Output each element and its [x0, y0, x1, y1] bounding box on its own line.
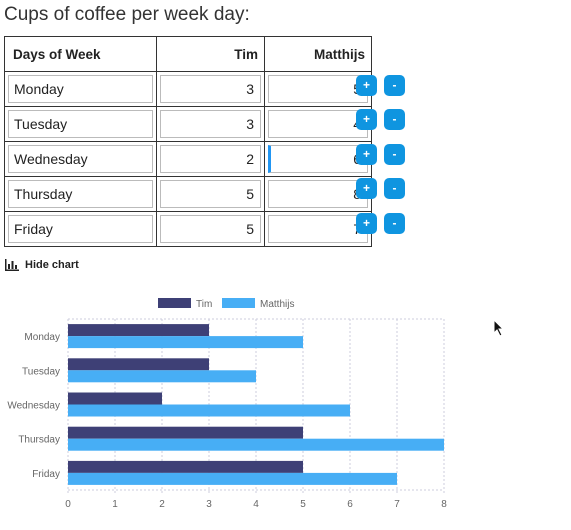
matthijs-input[interactable]: 6 — [268, 145, 368, 173]
decrement-button[interactable]: - — [384, 109, 405, 131]
day-input[interactable]: Thursday — [8, 180, 153, 208]
matthijs-input[interactable]: 8 — [268, 180, 368, 208]
increment-button[interactable]: + — [356, 143, 377, 165]
hide-chart-label: Hide chart — [25, 259, 79, 271]
x-tick-label: 8 — [441, 499, 447, 510]
x-tick-label: 7 — [394, 499, 400, 510]
x-tick-label: 4 — [253, 499, 259, 510]
x-tick-label: 6 — [347, 499, 353, 510]
bar-matthijs — [68, 472, 397, 485]
tim-input[interactable]: 5 — [160, 215, 261, 243]
tim-input[interactable]: 3 — [160, 110, 261, 138]
tim-input[interactable]: 3 — [160, 75, 261, 103]
decrement-button[interactable]: - — [384, 178, 405, 200]
y-tick-label: Thursday — [18, 435, 60, 446]
legend-swatch — [158, 298, 191, 308]
decrement-button[interactable]: - — [384, 212, 405, 234]
x-tick-label: 1 — [112, 499, 118, 510]
column-header-tim: Tim — [156, 36, 265, 72]
decrement-button[interactable]: - — [384, 143, 405, 165]
table-header-row: Days of Week Tim Matthijs — [4, 36, 372, 72]
day-input[interactable]: Friday — [8, 215, 153, 243]
table-row: Monday 3 5 — [4, 71, 372, 107]
page-title: Cups of coffee per week day: — [4, 4, 250, 25]
column-header-matthijs: Matthijs — [264, 36, 372, 72]
bar-matthijs — [68, 370, 256, 383]
matthijs-input[interactable]: 5 — [268, 75, 368, 103]
bar-tim — [68, 426, 303, 439]
coffee-chart: 0 1 2 3 4 5 6 7 8 Monday Tuesday Wednesday Thursday F… — [7, 298, 447, 510]
column-header-days: Days of Week — [4, 36, 157, 72]
x-tick-label: 2 — [159, 499, 165, 510]
bar-tim — [68, 358, 209, 371]
day-input[interactable]: Monday — [8, 75, 153, 103]
table-row: Friday 5 7 — [4, 211, 372, 247]
bar-matthijs — [68, 336, 303, 349]
bar-matthijs — [68, 438, 444, 451]
increment-button[interactable]: + — [356, 75, 377, 96]
y-tick-label: Friday — [32, 469, 60, 480]
bar-chart-icon — [5, 259, 19, 271]
table-row: Wednesday 2 6 — [4, 141, 372, 177]
x-tick-label: 0 — [65, 499, 71, 510]
table-row: Tuesday 3 4 — [4, 106, 372, 142]
tim-input[interactable]: 5 — [160, 180, 261, 208]
y-tick-label: Wednesday — [7, 401, 60, 412]
table-row: Thursday 5 8 — [4, 176, 372, 212]
bar-tim — [68, 392, 162, 405]
day-input[interactable]: Wednesday — [8, 145, 153, 173]
legend-label: Tim — [196, 299, 212, 310]
legend-swatch — [222, 298, 255, 308]
increment-button[interactable]: + — [356, 109, 377, 131]
x-tick-label: 3 — [206, 499, 212, 510]
y-tick-label: Tuesday — [22, 366, 60, 377]
hide-chart-button[interactable]: Hide chart — [5, 259, 79, 271]
coffee-table: Days of Week Tim Matthijs Monday 3 5 Tue… — [4, 36, 372, 247]
bar-matthijs — [68, 404, 350, 417]
increment-button[interactable]: + — [356, 212, 377, 234]
matthijs-input[interactable]: 7 — [268, 215, 368, 243]
legend-label: Matthijs — [260, 299, 294, 310]
tim-input[interactable]: 2 — [160, 145, 261, 173]
x-tick-label: 5 — [300, 499, 306, 510]
row-buttons: + - + - + - + - + - — [356, 71, 412, 243]
bar-tim — [68, 460, 303, 473]
day-input[interactable]: Tuesday — [8, 110, 153, 138]
matthijs-input[interactable]: 4 — [268, 110, 368, 138]
bar-tim — [68, 324, 209, 337]
decrement-button[interactable]: - — [384, 75, 405, 96]
mouse-cursor-icon — [493, 319, 505, 337]
increment-button[interactable]: + — [356, 178, 377, 200]
y-tick-label: Monday — [24, 332, 60, 343]
